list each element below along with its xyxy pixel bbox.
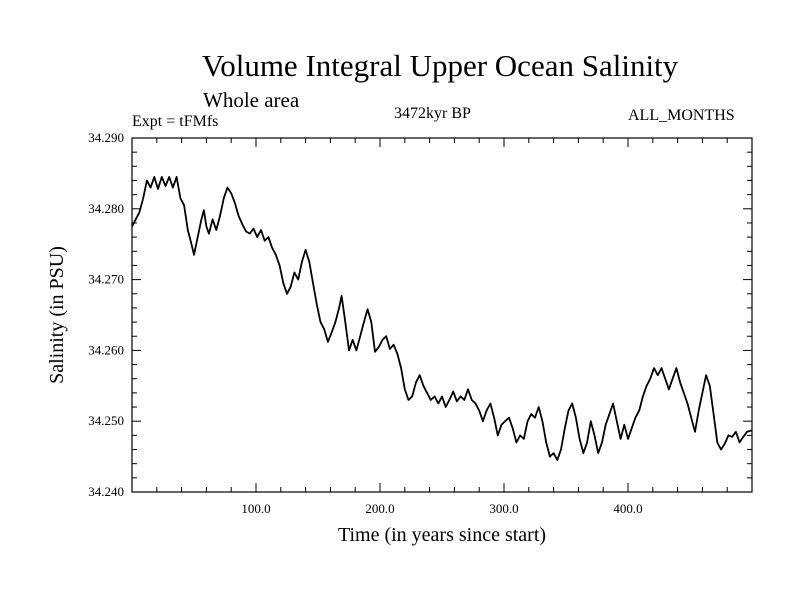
x-tick-label: 100.0 (241, 501, 270, 516)
period-label: 3472kyr BP (394, 105, 471, 122)
experiment-label: Expt = tFMfs (132, 113, 219, 130)
x-tick-label: 400.0 (613, 501, 642, 516)
y-tick-label: 34.270 (88, 272, 124, 287)
y-axis-title: Salinity (in PSU) (46, 246, 68, 384)
x-axis-title: Time (in years since start) (338, 524, 546, 546)
y-tick-label: 34.260 (88, 342, 124, 357)
y-tick-label: 34.280 (88, 201, 124, 216)
y-tick-label: 34.240 (88, 484, 124, 499)
salinity-series-line (131, 176, 753, 461)
chart-title: Volume Integral Upper Ocean Salinity (201, 48, 679, 83)
axis-tick-labels: 100.0 200.0 300.0 400.0 34.240 34.250 34.260 34… (88, 130, 642, 516)
x-tick-label: 200.0 (365, 501, 394, 516)
y-tick-label: 34.250 (88, 413, 124, 428)
x-tick-label: 300.0 (489, 501, 518, 516)
y-tick-label: 34.290 (88, 130, 124, 145)
chart-subtitle: Whole area (203, 88, 300, 112)
months-label: ALL_MONTHS (628, 107, 735, 124)
axis-ticks (132, 138, 752, 492)
plot-frame (131, 137, 753, 493)
